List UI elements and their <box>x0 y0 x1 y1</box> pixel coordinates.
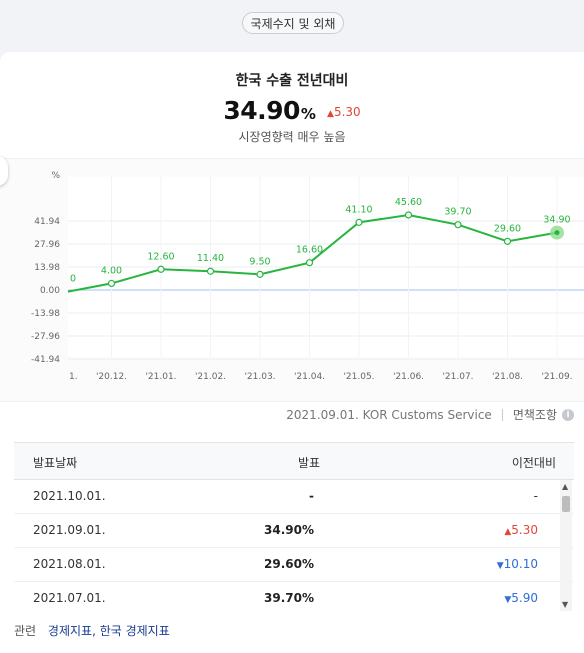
data-label: 16.60 <box>296 245 323 256</box>
y-axis-label: % <box>51 171 60 181</box>
x-tick-label: '21.04. <box>294 372 325 382</box>
row-date: 2021.10.01. <box>33 489 106 503</box>
x-tick-label: '20.12. <box>96 372 127 382</box>
triangle-down-icon: ▼ <box>496 561 504 571</box>
data-point <box>454 221 462 229</box>
header-change: 이전대비 <box>511 456 556 470</box>
y-tick-label: -41.94 <box>31 355 60 365</box>
row-change: ▲5.30 <box>504 523 538 537</box>
data-point <box>256 270 264 278</box>
row-value: 29.60% <box>264 557 314 571</box>
data-point <box>206 267 215 275</box>
y-tick-label: -13.98 <box>31 309 60 319</box>
row-value: - <box>309 489 314 503</box>
indicator-value-row: 34.90% ▲5.30 <box>0 96 584 125</box>
row-date: 2021.09.01. <box>33 523 106 537</box>
data-label: 11.40 <box>197 253 224 264</box>
x-tick-label: '21.03. <box>244 372 275 382</box>
x-tick-label: '21.02. <box>195 372 226 382</box>
row-change: ▼10.10 <box>497 557 538 571</box>
table-scrollbar[interactable]: ▲ ▼ <box>560 480 572 611</box>
indicator-change: ▲5.30 <box>327 105 361 119</box>
row-change-value: 5.30 <box>511 523 538 537</box>
y-tick-label: 13.98 <box>34 263 60 273</box>
data-point <box>157 265 165 273</box>
data-label: 34.90 <box>543 215 570 226</box>
data-point <box>404 211 413 219</box>
y-tick-label: 41.94 <box>34 217 60 227</box>
data-label: 4.00 <box>101 265 122 276</box>
table-body[interactable]: 2021.10.01. - - 2021.09.01. 34.90% ▲5.30… <box>14 480 574 611</box>
source-text: 2021.09.01. KOR Customs Service <box>286 407 492 422</box>
related-links: 관련 경제지표, 한국 경제지표 <box>14 622 170 639</box>
row-date: 2021.07.01. <box>33 591 106 605</box>
data-point <box>554 230 560 236</box>
market-impact: 시장영향력 매우 높음 <box>238 130 346 144</box>
header-date: 발표날짜 <box>33 456 78 470</box>
data-point <box>305 259 314 267</box>
row-change-value: 5.90 <box>511 591 538 605</box>
indicator-change-value: 5.30 <box>333 105 361 119</box>
category-pill[interactable]: 국제수지 및 외채 <box>242 12 344 34</box>
x-tick-label: '21.07. <box>442 372 473 382</box>
data-point <box>503 237 512 245</box>
source-row: 2021.09.01. KOR Customs Service 면책조항 i <box>286 406 574 423</box>
scroll-up-icon[interactable]: ▲ <box>562 482 569 491</box>
table-row: 2021.08.01. 29.60% ▼10.10 <box>14 548 574 582</box>
chart-scroll-left-button[interactable] <box>0 156 8 186</box>
row-change: ▼5.90 <box>504 591 538 605</box>
triangle-up-icon: ▲ <box>504 527 512 537</box>
data-label: 0 <box>70 274 76 285</box>
table-row: 2021.07.01. 39.70% ▼5.90 <box>14 582 574 611</box>
y-tick-label: 27.96 <box>34 240 60 250</box>
y-tick-label: -27.96 <box>31 332 60 342</box>
data-point <box>107 279 116 288</box>
data-label: 29.60 <box>494 223 521 234</box>
x-tick-label: '21.08. <box>492 372 523 382</box>
related-label: 관련 <box>14 624 37 638</box>
row-change: - <box>534 489 538 503</box>
line-chart: 41.94 27.96 13.98 0.00 -13.98 -27.96 -41.94% 1.… <box>31 171 584 382</box>
indicator-unit: % <box>300 105 316 123</box>
row-value: 34.90% <box>264 523 314 537</box>
release-table: 발표날짜 발표 이전대비 2021.10.01. - - 2021.09.01.… <box>14 442 574 611</box>
disclaimer-link[interactable]: 면책조항 <box>512 408 557 422</box>
data-label: 39.70 <box>444 207 471 218</box>
row-date: 2021.08.01. <box>33 557 106 571</box>
indicator-value: 34.90 <box>223 96 300 125</box>
data-label: 41.10 <box>345 204 372 215</box>
info-icon[interactable]: i <box>562 408 574 421</box>
x-tick-label: '21.09. <box>541 372 572 382</box>
data-label: 45.60 <box>395 197 422 208</box>
table-row: 2021.09.01. 34.90% ▲5.30 <box>14 514 574 548</box>
x-tick-label: '21.01. <box>145 372 176 382</box>
x-tick-label: '21.05. <box>343 372 374 382</box>
triangle-up-icon: ▲ <box>327 109 334 119</box>
header-value: 발표 <box>298 456 321 470</box>
row-change-value: - <box>533 489 538 503</box>
row-value: 39.70% <box>264 591 314 605</box>
data-point <box>355 218 363 226</box>
indicator-card: 한국 수출 전년대비 34.90% ▲5.30 시장영향력 매우 높음 41.9… <box>0 52 584 653</box>
triangle-down-icon: ▼ <box>504 595 512 605</box>
scrollbar-thumb[interactable] <box>562 496 570 512</box>
data-label: 12.60 <box>147 251 174 262</box>
x-tick-label: 1. <box>69 372 78 382</box>
table-header: 발표날짜 발표 이전대비 <box>14 443 574 480</box>
chart-area: 41.94 27.96 13.98 0.00 -13.98 -27.96 -41.94% 1.… <box>0 158 584 402</box>
table-row: 2021.10.01. - - <box>14 480 574 514</box>
data-label: 9.50 <box>249 256 270 267</box>
scroll-down-icon[interactable]: ▼ <box>562 600 569 609</box>
related-link[interactable]: 경제지표, 한국 경제지표 <box>47 624 170 638</box>
divider <box>501 408 503 421</box>
y-tick-label: 0.00 <box>40 286 60 296</box>
x-tick-label: '21.06. <box>393 372 424 382</box>
row-change-value: 10.10 <box>503 557 538 571</box>
indicator-title: 한국 수출 전년대비 <box>235 73 349 89</box>
